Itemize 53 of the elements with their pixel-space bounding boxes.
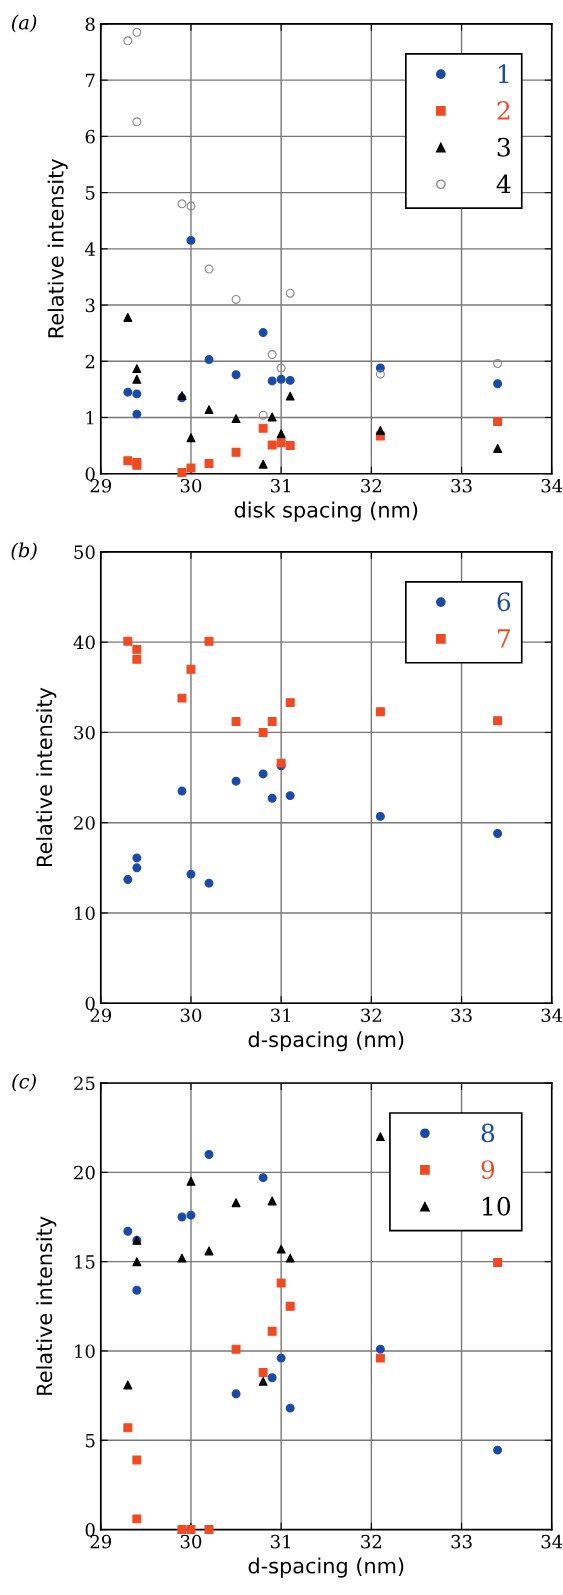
y-tick-label: 7 — [85, 73, 95, 88]
x-axis-title: d-spacing (nm) — [248, 1031, 404, 1052]
x-tick-label: 32 — [361, 1534, 382, 1549]
x-tick-label: 32 — [361, 1008, 382, 1023]
y-tick-label: 10 — [75, 906, 95, 921]
y-tick-label: 8 — [85, 17, 95, 32]
legend-label: 8 — [481, 1123, 495, 1143]
y-tick-label: 0 — [85, 467, 95, 481]
y-tick-label: 6 — [85, 129, 95, 144]
y-tick-label: 4 — [84, 242, 96, 256]
x-tick-label: 33 — [451, 1534, 472, 1549]
x-tick-label: 30 — [180, 1534, 202, 1549]
text: (b) — [11, 542, 37, 561]
x-tick-label: 31 — [271, 1008, 291, 1023]
legend-label: 10 — [482, 1196, 511, 1216]
x-tick-label: 34 — [541, 478, 563, 493]
x-tick-label: 31 — [271, 478, 291, 493]
y-tick-label: 20 — [74, 816, 95, 830]
legend-label: 7 — [497, 629, 510, 648]
x-tick-label: 34 — [541, 1008, 563, 1023]
legend-label: 4 — [496, 174, 511, 194]
x-tick-label: 32 — [361, 478, 382, 493]
text: (c) — [12, 1073, 36, 1092]
y-tick-label: 20 — [74, 1165, 95, 1180]
x-tick-label: 33 — [451, 478, 472, 493]
y-tick-label: 5 — [85, 1433, 95, 1448]
y-tick-label: 30 — [74, 725, 95, 740]
x-tick-label: 33 — [451, 1008, 472, 1023]
text: (a) — [11, 14, 37, 33]
legend-label: 2 — [497, 101, 510, 120]
x-tick-label: 31 — [271, 1534, 291, 1549]
y-axis-title: Relative intensity — [47, 158, 68, 338]
x-tick-label: 30 — [180, 478, 202, 493]
y-tick-label: 50 — [74, 545, 95, 559]
x-axis-title: d-spacing (nm) — [248, 1557, 404, 1578]
y-tick-label: 15 — [75, 1255, 95, 1269]
legend-label: 1 — [498, 64, 509, 83]
x-tick-label: 34 — [541, 1534, 563, 1549]
x-axis-title: disk spacing (nm) — [234, 501, 418, 522]
legend-label: 3 — [497, 137, 510, 157]
y-tick-label: 5 — [85, 186, 95, 200]
y-axis-title: Relative intensity — [36, 1216, 57, 1395]
y-tick-label: 3 — [85, 298, 95, 313]
y-tick-label: 10 — [75, 1344, 95, 1359]
y-tick-label: 1 — [86, 410, 94, 425]
x-tick-label: 29 — [90, 478, 112, 493]
legend-label: 9 — [481, 1160, 495, 1180]
legend-label: 6 — [497, 592, 511, 612]
y-tick-label: 25 — [74, 1076, 95, 1091]
x-tick-label: 30 — [180, 1008, 202, 1023]
y-axis-title: Relative intensity — [36, 687, 57, 866]
y-tick-label: 2 — [85, 354, 95, 369]
y-tick-label: 40 — [73, 635, 95, 650]
